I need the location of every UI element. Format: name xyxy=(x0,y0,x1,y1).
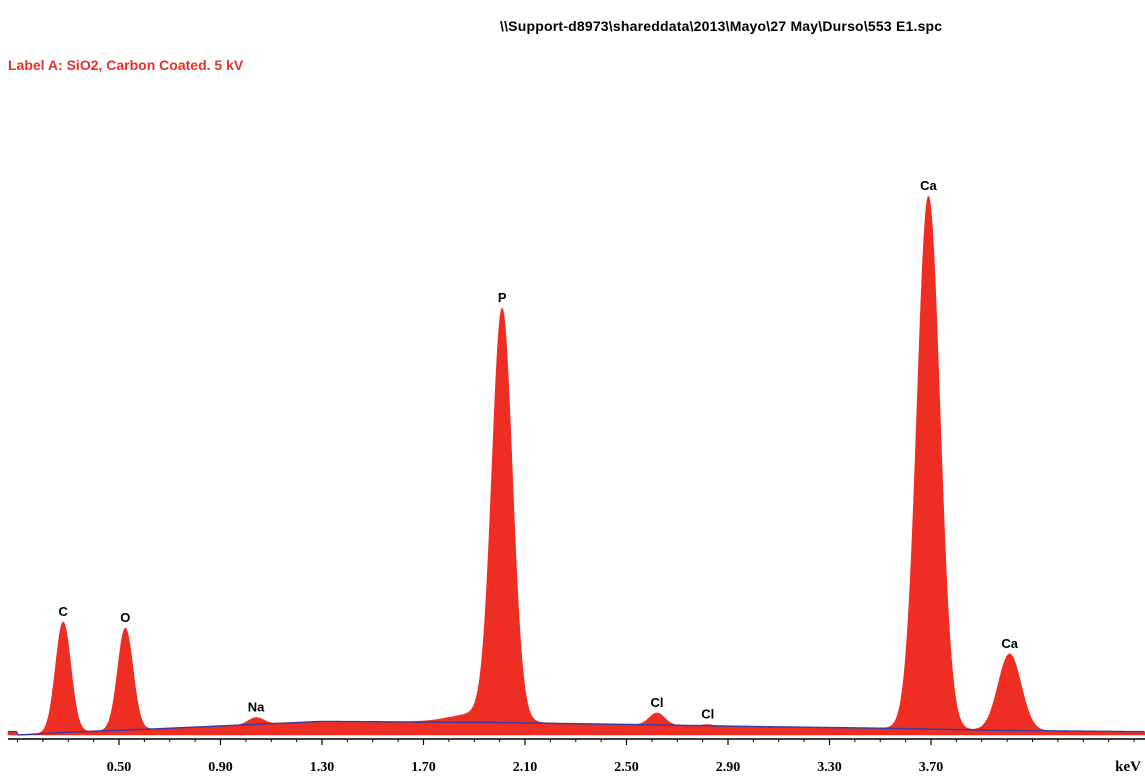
peak-label-ca: Ca xyxy=(920,178,937,193)
sample-label: Label A: SiO2, Carbon Coated. 5 kV xyxy=(8,57,244,73)
peak-label-cl: Cl xyxy=(701,707,714,722)
x-tick-label: 2.10 xyxy=(513,760,538,775)
x-tick-label: 1.70 xyxy=(411,760,436,775)
plot-area xyxy=(7,196,1145,736)
x-tick-label: 2.90 xyxy=(716,760,741,775)
x-unit-label: keV xyxy=(1115,759,1141,775)
peak-label-na: Na xyxy=(248,700,265,715)
peak-label-c: C xyxy=(58,604,68,619)
x-tick-label: 3.30 xyxy=(817,760,842,775)
x-tick-label: 3.70 xyxy=(919,760,944,775)
peak-label-p: P xyxy=(498,290,507,305)
peak-labels: C O Na P Cl Cl Ca Ca xyxy=(58,178,1018,722)
peak-label-ca: Ca xyxy=(1001,636,1018,651)
x-axis: 0.50 0.90 1.30 1.70 2.10 2.50 2.90 3.30 3.70 keV xyxy=(8,738,1145,775)
background-fit-line xyxy=(8,720,1144,736)
file-path-title: \\Support-d8973\shareddata\2013\Mayo\27 … xyxy=(500,18,943,34)
x-tick-label: 2.50 xyxy=(614,760,639,775)
peak-label-cl: Cl xyxy=(650,695,663,710)
x-tick-label: 1.30 xyxy=(310,760,335,775)
x-tick-label: 0.50 xyxy=(107,760,132,775)
x-tick-label: 0.90 xyxy=(208,760,233,775)
peak-label-o: O xyxy=(120,610,130,625)
spectrum-area xyxy=(7,196,1145,736)
